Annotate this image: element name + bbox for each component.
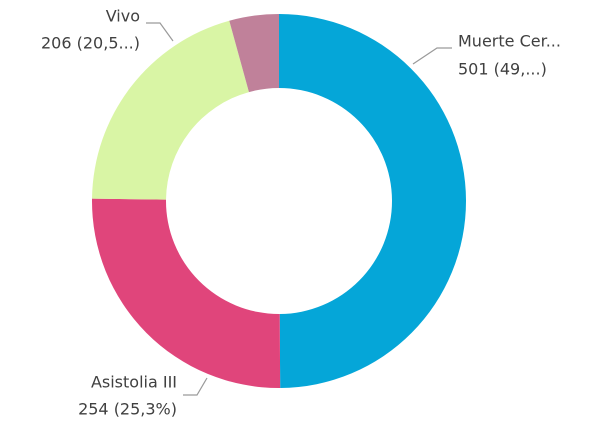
leader-line — [146, 22, 174, 42]
slice-label: Muerte Cer... — [458, 32, 561, 51]
donut-slice — [229, 14, 279, 93]
donut-slice — [92, 198, 281, 388]
value-label: 501 (49,...) — [458, 60, 547, 79]
donut-slice — [279, 14, 467, 388]
leader-line — [183, 377, 208, 396]
value-label: 206 (20,5...) — [41, 34, 140, 53]
donut-slice — [92, 20, 249, 200]
slice-label: Vivo — [106, 7, 140, 26]
value-label: 254 (25,3%) — [78, 400, 177, 419]
leader-line — [412, 47, 452, 65]
slice-label: Asistolia III — [91, 373, 177, 392]
